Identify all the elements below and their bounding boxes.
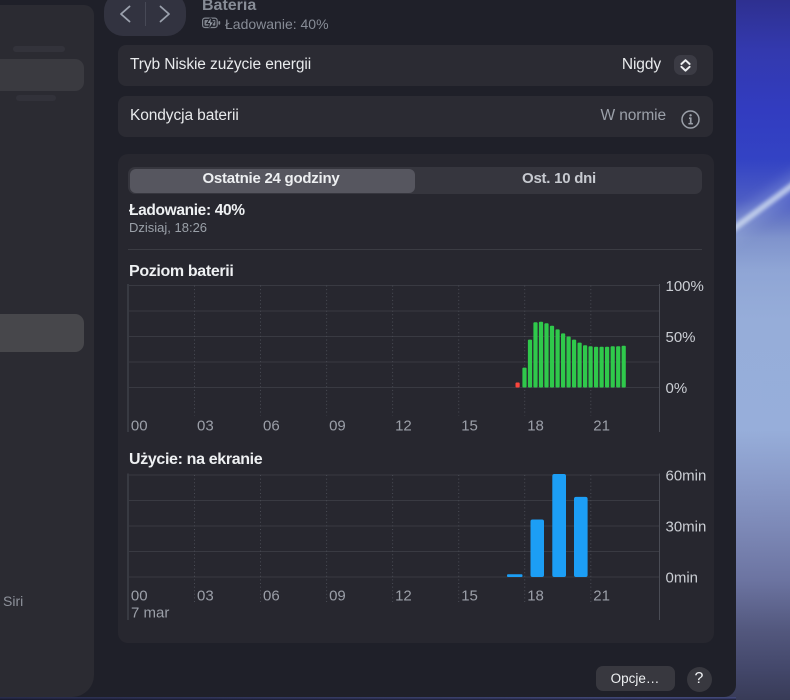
svg-text:0%: 0% bbox=[666, 380, 688, 397]
svg-text:100%: 100% bbox=[666, 278, 704, 295]
svg-text:30min: 30min bbox=[666, 518, 707, 535]
svg-text:15: 15 bbox=[461, 588, 478, 605]
svg-text:06: 06 bbox=[263, 588, 280, 605]
svg-text:15: 15 bbox=[461, 418, 478, 435]
svg-text:09: 09 bbox=[329, 588, 346, 605]
svg-text:21: 21 bbox=[593, 588, 610, 605]
svg-text:12: 12 bbox=[395, 588, 412, 605]
svg-text:12: 12 bbox=[395, 418, 412, 435]
svg-text:60min: 60min bbox=[666, 467, 707, 484]
svg-text:0min: 0min bbox=[666, 569, 699, 586]
svg-text:50%: 50% bbox=[666, 329, 696, 346]
svg-text:06: 06 bbox=[263, 418, 280, 435]
svg-text:00: 00 bbox=[131, 418, 148, 435]
svg-text:18: 18 bbox=[527, 588, 544, 605]
svg-text:7 mar: 7 mar bbox=[131, 605, 169, 622]
svg-text:21: 21 bbox=[593, 418, 610, 435]
svg-text:03: 03 bbox=[197, 418, 214, 435]
svg-text:03: 03 bbox=[197, 588, 214, 605]
svg-text:18: 18 bbox=[527, 418, 544, 435]
svg-text:00: 00 bbox=[131, 588, 148, 605]
svg-text:09: 09 bbox=[329, 418, 346, 435]
